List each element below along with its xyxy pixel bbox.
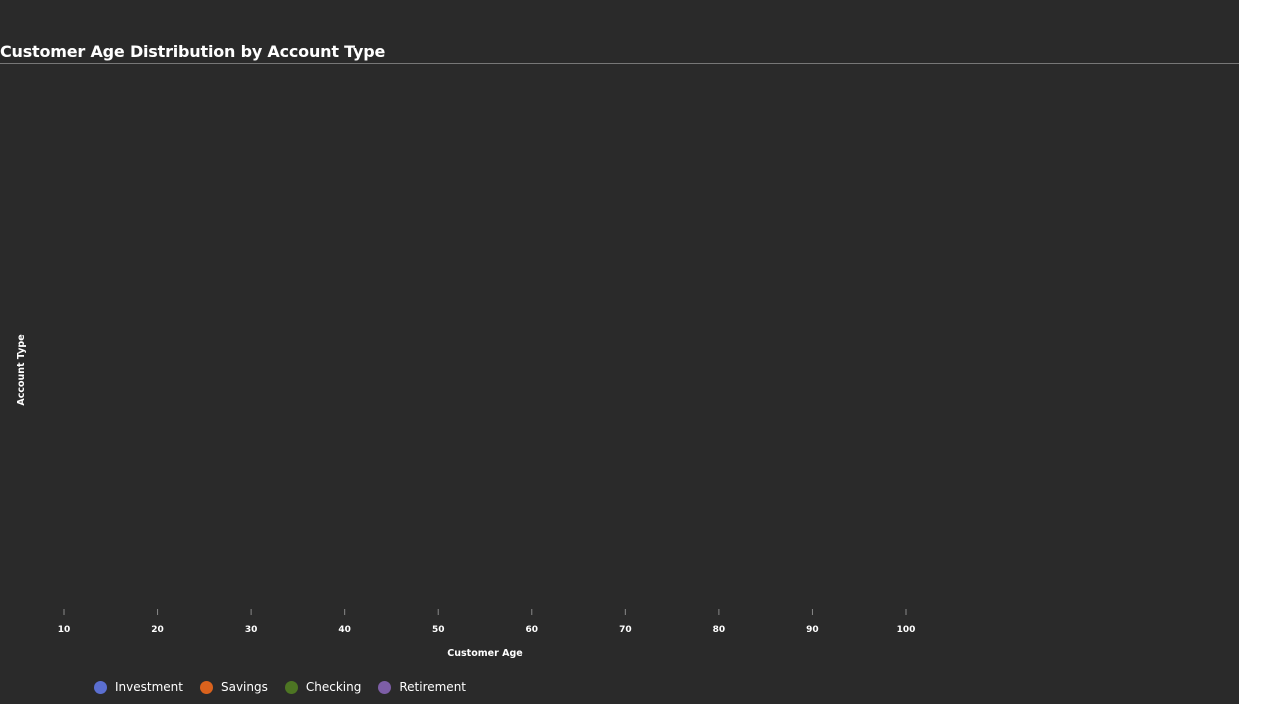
legend-item-savings[interactable]: Savings xyxy=(199,680,268,694)
chart-title: Customer Age Distribution by Account Typ… xyxy=(0,42,386,61)
legend-swatch xyxy=(94,680,107,694)
x-tick-label: 50 xyxy=(432,625,445,635)
x-axis-label: Customer Age xyxy=(447,648,522,659)
x-tick-label: 10 xyxy=(58,625,71,635)
legend-item-checking[interactable]: Checking xyxy=(284,680,362,694)
legend-item-investment[interactable]: Investment xyxy=(94,680,183,694)
legend-label: Checking xyxy=(305,680,362,694)
title-divider xyxy=(0,63,1239,64)
x-tick-label: 30 xyxy=(245,625,258,635)
legend-item-retirement[interactable]: Retirement xyxy=(378,680,466,694)
legend-swatch xyxy=(284,680,298,694)
chart-legend: Investment Savings Checking Retirement xyxy=(94,680,466,694)
x-tick-label: 100 xyxy=(897,625,916,635)
legend-swatch xyxy=(378,680,392,694)
y-axis-label: Account Type xyxy=(16,334,27,405)
legend-swatch xyxy=(199,680,213,694)
legend-label: Investment xyxy=(115,680,183,694)
legend-label: Savings xyxy=(220,680,268,694)
legend-label: Retirement xyxy=(399,680,466,694)
x-tick-label: 20 xyxy=(151,625,164,635)
x-tick-label: 80 xyxy=(713,625,726,635)
x-tick-label: 60 xyxy=(526,625,539,635)
chart-svg: 10 20 30 40 50 60 70 80 90 100 Customer Age Accou… xyxy=(16,334,916,659)
chart-panel: Customer Age Distribution by Account Typ… xyxy=(0,0,1239,704)
x-tick-label: 40 xyxy=(338,625,351,635)
x-tick-label: 90 xyxy=(806,625,819,635)
x-tick-label: 70 xyxy=(619,625,632,635)
x-axis: 10 20 30 40 50 60 70 80 90 100 xyxy=(58,609,916,635)
